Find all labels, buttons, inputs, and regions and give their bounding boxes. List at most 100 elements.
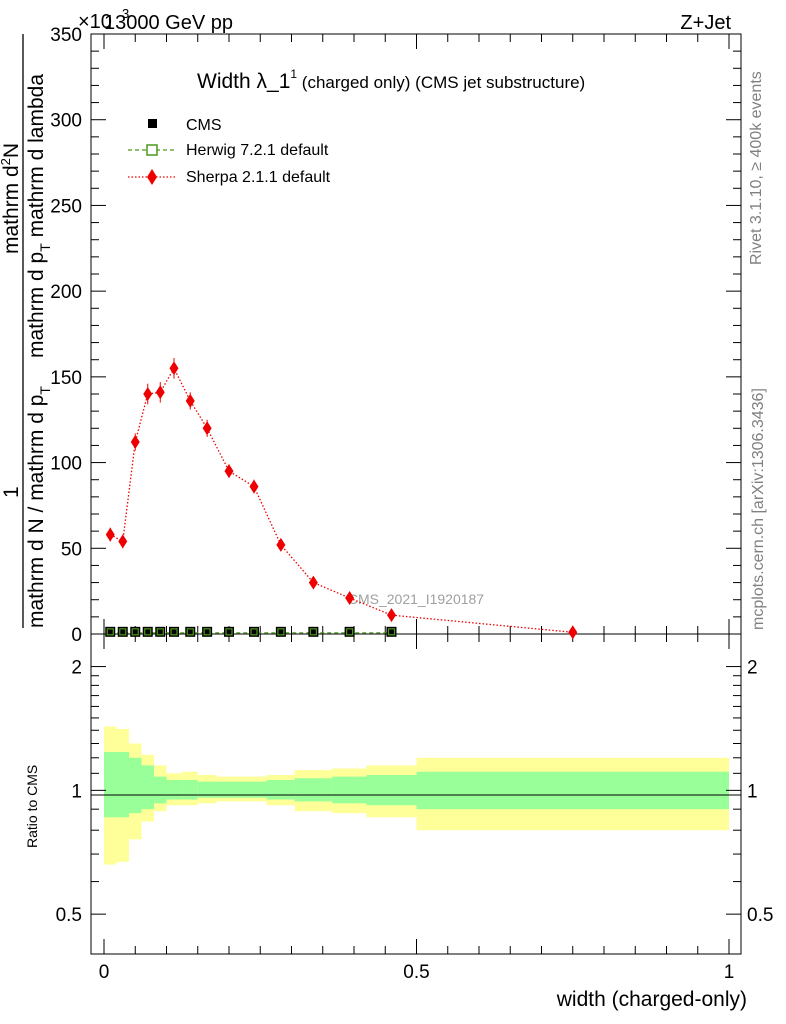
- cms-point: [130, 626, 141, 637]
- sherpa-line: [109, 366, 573, 633]
- cms-point: [275, 626, 286, 637]
- main-y-tick-label: 100: [50, 454, 82, 475]
- sherpa-point: [202, 421, 212, 436]
- ratio-uncertainty-bands: [104, 726, 729, 865]
- legend-sherpa-marker: [147, 169, 157, 185]
- herwig-point: [186, 628, 194, 636]
- cms-point: [105, 626, 116, 637]
- legend-sherpa-label: Sherpa 2.1.1 default: [186, 169, 331, 186]
- herwig-point: [131, 628, 139, 636]
- legend-cms-label: CMS: [186, 117, 222, 134]
- ratio-stat-band-3: [141, 765, 154, 810]
- herwig-point: [144, 628, 152, 636]
- cms-point: [386, 626, 397, 637]
- main-series-layer: [105, 358, 578, 640]
- cms-point: [169, 626, 179, 637]
- sherpa-point: [568, 625, 578, 640]
- cms-point: [249, 626, 259, 637]
- main-y-tick-label: 150: [50, 368, 82, 389]
- cms-point: [117, 626, 128, 637]
- cms-point: [344, 626, 355, 637]
- y-label-numerator: mathrm d2N: [0, 143, 23, 254]
- header-exponent: ×10: [78, 11, 112, 33]
- sherpa-point: [105, 527, 115, 542]
- main-y-tick-label: 350: [50, 25, 82, 46]
- main-y-tick-label: 200: [50, 282, 82, 303]
- ratio-y-tick-label-right: 0.5: [747, 905, 773, 926]
- ratio-axis-ticks: 0.5 0.5 1 1 2 2 0 0.5 1: [56, 634, 773, 983]
- sherpa-point: [185, 393, 195, 408]
- main-y-tick-label: 300: [50, 111, 82, 132]
- ratio-y-tick-label: 2: [71, 658, 82, 679]
- sherpa-point: [249, 479, 259, 494]
- rivet-version-label: Rivet 3.1.10, ≥ 400k events: [748, 71, 765, 265]
- cms-point: [308, 626, 319, 637]
- herwig-point: [309, 628, 317, 636]
- y-label-one: 1: [0, 486, 23, 498]
- ratio-y-tick-label-right: 2: [747, 658, 758, 679]
- ratio-stat-band-10: [266, 779, 295, 800]
- cms-point: [142, 626, 153, 637]
- main-y-axis-label: 1 mathrm d2N mathrm d N / mathrm d pT ma…: [0, 34, 53, 628]
- sherpa-point: [308, 575, 318, 590]
- cms-point: [224, 626, 234, 637]
- y-label-denominator-2: mathrm d pT mathrm d lambda: [25, 74, 53, 358]
- ratio-stat-band-14: [416, 771, 729, 810]
- main-y-tick-label: 50: [61, 539, 82, 560]
- sherpa-point: [130, 435, 140, 449]
- ratio-stat-band-12: [332, 776, 367, 804]
- ratio-stat-band-5: [166, 779, 183, 800]
- sherpa-point: [169, 361, 179, 376]
- ratio-stat-band-1: [116, 751, 129, 818]
- header-exponent-power: 3: [122, 6, 129, 21]
- herwig-point: [170, 628, 178, 636]
- herwig-point: [119, 628, 127, 636]
- legend-entry-herwig: Herwig 7.2.1 default: [128, 142, 329, 159]
- main-axis-ticks: 0 50 100 150 200 250 300 350: [50, 25, 741, 646]
- sherpa-point: [143, 387, 153, 401]
- ratio-stat-band-4: [154, 776, 167, 804]
- ratio-stat-band-0: [104, 751, 117, 818]
- cms-point: [185, 626, 196, 637]
- analysis-watermark: CMS_2021_I1920187: [348, 591, 484, 607]
- herwig-point: [156, 628, 164, 636]
- sherpa-point: [224, 464, 234, 479]
- x-tick-label: 0.5: [403, 962, 429, 983]
- ratio-y-axis-label: Ratio to CMS: [24, 765, 40, 848]
- ratio-stat-band-2: [129, 757, 142, 814]
- main-y-tick-label: 0: [71, 625, 82, 646]
- ratio-stat-band-9: [241, 781, 267, 798]
- cms-point: [202, 626, 213, 637]
- ratio-y-tick-label: 1: [71, 781, 82, 802]
- herwig-point: [250, 628, 258, 636]
- ratio-y-tick-label: 0.5: [56, 905, 82, 926]
- sherpa-point: [155, 385, 165, 400]
- ratio-stat-band-8: [216, 781, 242, 798]
- ratio-y-tick-label-right: 1: [747, 781, 758, 802]
- main-plot-title: Width λ_11 (charged only) (CMS jet subst…: [197, 67, 585, 93]
- herwig-point: [387, 628, 396, 636]
- legend: CMS Herwig 7.2.1 default Sherpa 2.1.1 de…: [128, 117, 331, 186]
- ratio-stat-band-11: [294, 778, 333, 802]
- header-collision-label: 13000 GeV pp: [104, 12, 233, 34]
- sherpa-point: [118, 534, 128, 549]
- x-axis-label: width (charged-only): [556, 988, 747, 1011]
- herwig-point: [277, 628, 285, 636]
- herwig-point: [225, 628, 233, 636]
- y-label-denominator-1: mathrm d N / mathrm d pT: [25, 386, 53, 628]
- main-y-tick-label: 250: [50, 196, 82, 217]
- ratio-stat-band-7: [197, 781, 217, 798]
- sherpa-point: [345, 591, 355, 605]
- legend-entry-cms: CMS: [148, 117, 222, 134]
- legend-herwig-marker: [146, 144, 158, 156]
- header-process-label: Z+Jet: [680, 12, 731, 34]
- legend-entry-sherpa: Sherpa 2.1.1 default: [128, 169, 331, 186]
- sherpa-point: [387, 608, 396, 623]
- herwig-point: [203, 628, 211, 636]
- herwig-point: [346, 628, 354, 636]
- legend-cms-marker: [148, 119, 157, 128]
- herwig-point: [106, 628, 114, 636]
- ratio-stat-band-13: [366, 774, 417, 806]
- legend-herwig-label: Herwig 7.2.1 default: [186, 142, 329, 159]
